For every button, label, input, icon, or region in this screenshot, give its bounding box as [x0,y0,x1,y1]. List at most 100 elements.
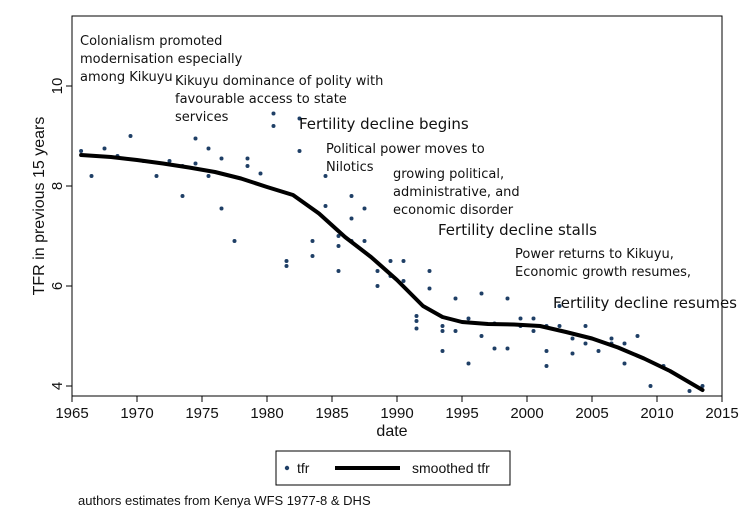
annotation-text: Fertility decline stalls [438,221,597,239]
tfr-point [193,161,198,166]
tfr-point [271,124,276,128]
tfr-point [271,111,276,116]
x-tick-label: 1985 [315,405,348,422]
legend-tfr-label: tfr [297,460,310,476]
tfr-point [102,146,107,151]
tfr-point [531,329,536,333]
annotation-text: among Kikuyu [80,70,173,85]
tfr-point [375,269,380,273]
x-axis: 1965 1970 1975 1980 1985 1990 1995 2000 2005 2010… [55,396,739,422]
y-tick-label: 10 [49,78,66,95]
annotation-text: modernisation especially [80,52,243,67]
tfr-point [219,156,224,161]
tfr-point [427,286,432,291]
y-tick-label: 4 [49,382,66,390]
x-tick-label: 2000 [510,405,543,422]
tfr-point [245,156,250,161]
tfr-point [414,319,419,323]
y-tick-label: 8 [49,182,66,190]
tfr-point [362,206,367,211]
tfr-point [401,279,406,283]
annotation-text: Kikuyu dominance of polity with [175,74,383,89]
tfr-point [219,206,224,211]
tfr-point [414,326,419,331]
tfr-point [440,349,445,353]
tfr-point [479,291,484,296]
tfr-point [336,269,341,273]
x-tick-label: 2015 [705,405,738,422]
tfr-point [583,341,588,346]
tfr-point [609,336,614,341]
tfr-point [336,244,341,248]
tfr-point [284,259,289,263]
tfr-point [466,316,471,321]
tfr-point [206,146,211,151]
annotation-text: Political power moves to [326,142,485,157]
tfr-point [154,174,159,178]
x-tick-label: 1995 [445,405,478,422]
tfr-point [297,116,302,121]
tfr-point [544,349,549,353]
annotation-text: growing political, [393,167,504,182]
annotation-text: favourable access to state [175,92,347,107]
x-tick-label: 1990 [380,405,413,422]
annotation-text: Economic growth resumes, [515,265,691,280]
annotation-text: economic disorder [393,203,514,218]
tfr-point [167,159,172,163]
y-axis-title: TFR in previous 15 years [31,117,48,296]
legend-tfr-marker [284,465,290,471]
tfr-point [440,329,445,333]
tfr-point [427,269,432,273]
x-tick-label: 1980 [250,405,283,422]
annotations: Colonialism promoted modernisation especi… [80,34,737,312]
annotation-text: Power returns to Kikuyu, [515,247,674,262]
tfr-point [635,334,640,338]
tfr-point [622,361,627,366]
tfr-point [323,174,328,178]
tfr-point [414,314,419,318]
tfr-point [531,316,536,321]
tfr-point [388,259,393,263]
tfr-point [284,264,289,268]
tfr-point [336,234,341,238]
source-note: authors estimates from Kenya WFS 1977-8 … [78,493,371,508]
x-tick-label: 2010 [640,405,673,422]
y-axis: 4 6 8 10 [49,78,72,390]
tfr-point [557,304,562,308]
tfr-point [297,149,302,153]
tfr-point [453,296,458,301]
tfr-point [440,324,445,328]
tfr-point [505,296,510,301]
y-tick-label: 6 [49,282,66,290]
tfr-point [193,136,198,141]
tfr-point [622,341,627,346]
tfr-point [375,284,380,288]
tfr-point [700,384,705,388]
annotation-text: Fertility decline resumes [553,294,737,312]
tfr-point [648,384,653,388]
x-axis-title: date [376,423,407,440]
tfr-point [310,239,315,243]
x-tick-label: 2005 [575,405,608,422]
tfr-point [505,346,510,351]
tfr-point [349,194,354,198]
annotation-text: Colonialism promoted [80,34,222,49]
tfr-point [349,216,354,221]
tfr-point [466,361,471,366]
tfr-point [596,349,601,353]
annotation-text: Fertility decline begins [299,115,469,133]
legend-smoothed-label: smoothed tfr [412,460,490,476]
tfr-point [401,259,406,263]
tfr-point [518,316,523,321]
tfr-point [206,174,211,178]
tfr-point [544,364,549,368]
tfr-point [310,254,315,258]
tfr-point [232,239,237,243]
tfr-point [89,174,94,178]
x-tick-label: 1975 [185,405,218,422]
annotation-text: Nilotics [326,160,374,175]
annotation-text: services [175,110,229,125]
tfr-point [479,334,484,338]
tfr-point [323,204,328,208]
